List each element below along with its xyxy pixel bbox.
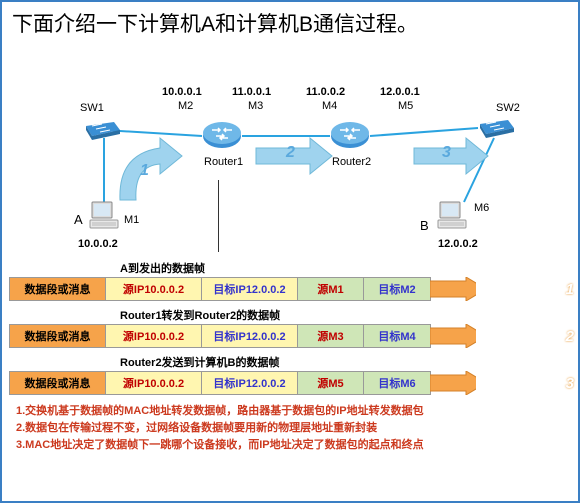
frame-row: 数据段或消息源IP10.0.0.2目标IP12.0.0.2源M1目标M2 [10, 278, 430, 300]
router-icon [330, 116, 370, 156]
frame-cell-smac: 源M3 [298, 325, 364, 347]
frame-row: 数据段或消息源IP10.0.0.2目标IP12.0.0.2源M3目标M4 [10, 325, 430, 347]
notes-block: 1.交换机基于数据帧的MAC地址转发数据帧，路由器基于数据包的IP地址转发数据包… [16, 403, 564, 454]
note-line: 1.交换机基于数据帧的MAC地址转发数据帧，路由器基于数据包的IP地址转发数据包 [16, 403, 564, 420]
pointer-line [218, 180, 219, 252]
step-number: 3 [442, 144, 451, 162]
sw1-label: SW1 [80, 102, 104, 114]
hop-number: 2 [566, 328, 574, 345]
r1-mac-right: M3 [248, 100, 263, 112]
hop-arrow-icon [430, 324, 476, 348]
frame-cell-dmac: 目标M6 [364, 372, 430, 394]
frame-table: A到发出的数据帧数据段或消息源IP10.0.0.2目标IP12.0.0.2源M1… [10, 260, 570, 395]
pcA-mac: M1 [124, 214, 139, 226]
network-diagram: SW1 SW2 10.0.0.1 M2 11.0.0.1 M3 Router1 … [10, 44, 570, 256]
hop-number: 3 [566, 375, 574, 392]
hop-arrow-icon [430, 277, 476, 301]
frame-cell-dip: 目标IP12.0.0.2 [202, 278, 298, 300]
r2-mac-left: M4 [322, 100, 337, 112]
pcB-ip: 12.0.0.2 [438, 238, 478, 250]
router-icon [202, 116, 242, 156]
frame-cell-sip: 源IP10.0.0.2 [106, 372, 202, 394]
hop-arrow-icon [430, 371, 476, 395]
r1-ip-right: 11.0.0.1 [232, 86, 271, 98]
frame-cell-dip: 目标IP12.0.0.2 [202, 372, 298, 394]
frame-cell-dip: 目标IP12.0.0.2 [202, 325, 298, 347]
frame-cell-smac: 源M1 [298, 278, 364, 300]
r2-ip-right: 12.0.0.1 [380, 86, 420, 98]
switch-icon [84, 120, 122, 138]
frame-cell-dmac: 目标M2 [364, 278, 430, 300]
frame-cell-smac: 源M5 [298, 372, 364, 394]
pc-icon [88, 200, 122, 232]
note-line: 3.MAC地址决定了数据帧下一跳哪个设备接收，而IP地址决定了数据包的起点和终点 [16, 437, 564, 454]
r2-label: Router2 [332, 156, 371, 168]
frame-cell-sip: 源IP10.0.0.2 [106, 278, 202, 300]
pcA-ip: 10.0.0.2 [78, 238, 118, 250]
pcB-label: B [420, 218, 429, 233]
pcB-mac: M6 [474, 202, 489, 214]
page-title: 下面介绍一下计算机A和计算机B通信过程。 [2, 2, 578, 44]
r2-ip-left: 11.0.0.2 [306, 86, 345, 98]
frame-cell-seg: 数据段或消息 [10, 278, 106, 300]
r2-mac-right: M5 [398, 100, 413, 112]
hop-number: 1 [566, 281, 574, 298]
r1-label: Router1 [204, 156, 243, 168]
note-line: 2.数据包在传输过程不变，过网络设备数据帧要用新的物理层地址重新封装 [16, 420, 564, 437]
frame-caption: A到发出的数据帧 [120, 260, 570, 276]
r1-ip-left: 10.0.0.1 [162, 86, 202, 98]
frame-cell-seg: 数据段或消息 [10, 372, 106, 394]
frame-cell-sip: 源IP10.0.0.2 [106, 325, 202, 347]
step-number: 2 [286, 144, 295, 162]
switch-icon [478, 118, 516, 136]
r1-mac-left: M2 [178, 100, 193, 112]
sw2-label: SW2 [496, 102, 520, 114]
frame-cell-dmac: 目标M4 [364, 325, 430, 347]
step-number: 1 [140, 162, 149, 180]
frame-cell-seg: 数据段或消息 [10, 325, 106, 347]
pcA-label: A [74, 212, 83, 227]
frame-row: 数据段或消息源IP10.0.0.2目标IP12.0.0.2源M5目标M6 [10, 372, 430, 394]
pc-icon [436, 200, 470, 232]
frame-caption: Router1转发到Router2的数据帧 [120, 307, 570, 323]
frame-caption: Router2发送到计算机B的数据帧 [120, 354, 570, 370]
